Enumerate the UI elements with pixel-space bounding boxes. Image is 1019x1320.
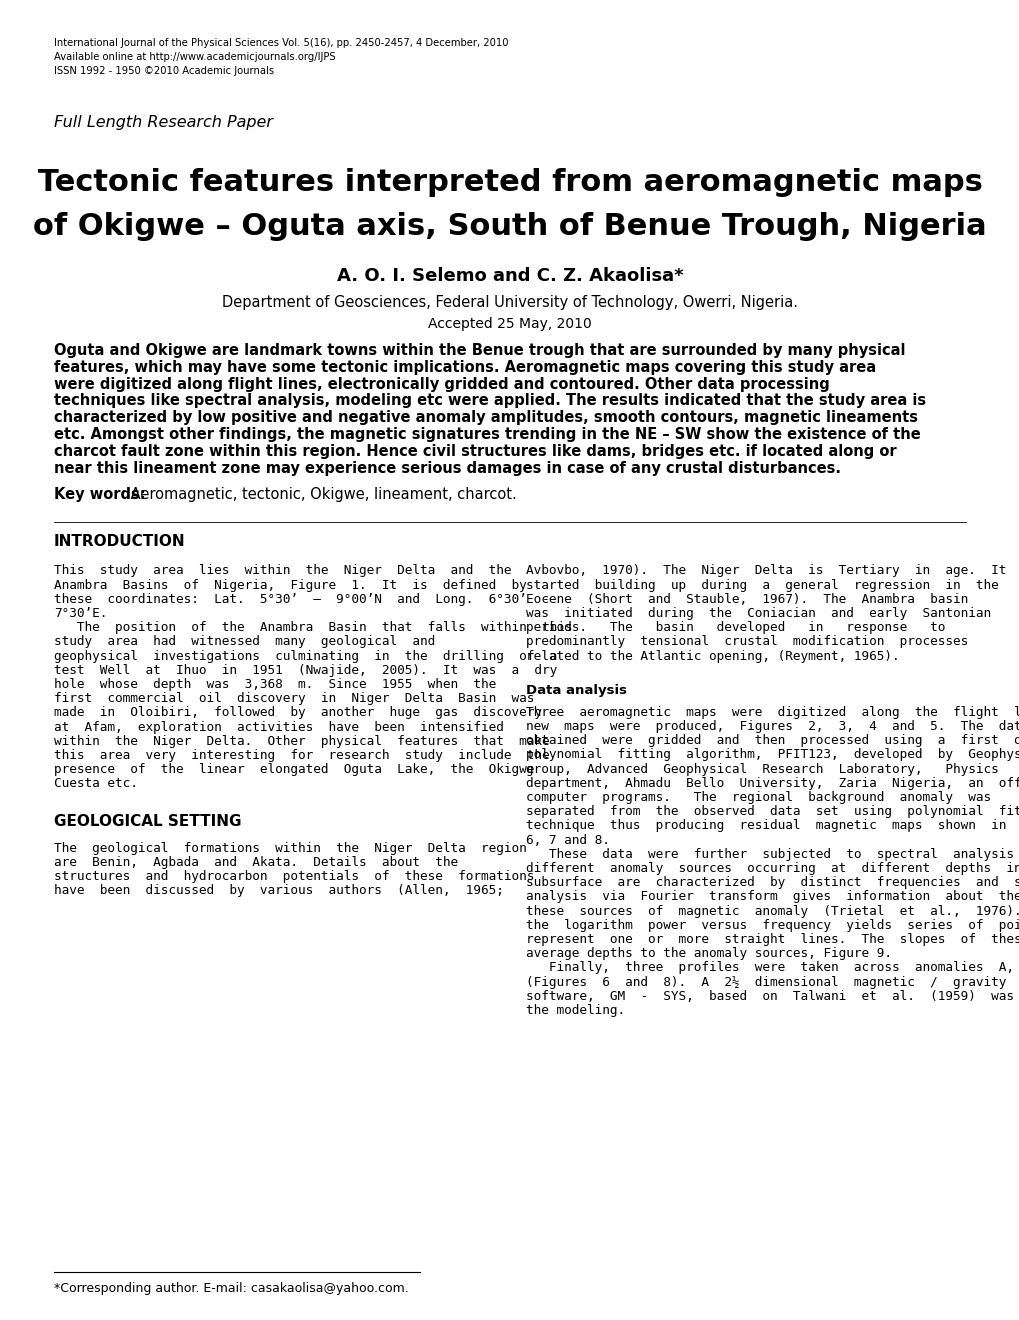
- Text: Accepted 25 May, 2010: Accepted 25 May, 2010: [428, 317, 591, 331]
- Text: Cuesta etc.: Cuesta etc.: [54, 777, 138, 791]
- Text: Aeromagnetic, tectonic, Okigwe, lineament, charcot.: Aeromagnetic, tectonic, Okigwe, lineamen…: [126, 487, 517, 503]
- Text: charcot fault zone within this region. Hence civil structures like dams, bridges: charcot fault zone within this region. H…: [54, 444, 896, 459]
- Text: Finally,  three  profiles  were  taken  across  anomalies  A,  B  and  C: Finally, three profiles were taken acros…: [526, 961, 1019, 974]
- Text: characterized by low positive and negative anomaly amplitudes, smooth contours, : characterized by low positive and negati…: [54, 411, 917, 425]
- Text: related to the Atlantic opening, (Reyment, 1965).: related to the Atlantic opening, (Reymen…: [526, 649, 899, 663]
- Text: Tectonic features interpreted from aeromagnetic maps: Tectonic features interpreted from aerom…: [38, 168, 981, 197]
- Text: separated  from  the  observed  data  set  using  polynomial  fitting: separated from the observed data set usi…: [526, 805, 1019, 818]
- Text: This  study  area  lies  within  the  Niger  Delta  and  the: This study area lies within the Niger De…: [54, 565, 511, 577]
- Text: the modeling.: the modeling.: [526, 1005, 625, 1016]
- Text: polynomial  fitting  algorithm,  PFIT123,  developed  by  Geophysics: polynomial fitting algorithm, PFIT123, d…: [526, 748, 1019, 762]
- Text: *Corresponding author. E-mail: casakaolisa@yahoo.com.: *Corresponding author. E-mail: casakaoli…: [54, 1282, 409, 1295]
- Text: the  logarithm  power  versus  frequency  yields  series  of  points,  which: the logarithm power versus frequency yie…: [526, 919, 1019, 932]
- Text: GEOLOGICAL SETTING: GEOLOGICAL SETTING: [54, 813, 242, 829]
- Text: test  Well  at  Ihuo  in  1951  (Nwajide,  2005).  It  was  a  dry: test Well at Ihuo in 1951 (Nwajide, 2005…: [54, 664, 556, 677]
- Text: Department of Geosciences, Federal University of Technology, Owerri, Nigeria.: Department of Geosciences, Federal Unive…: [222, 294, 797, 310]
- Text: this  area  very  interesting  for  research  study  include  the: this area very interesting for research …: [54, 748, 549, 762]
- Text: started  building  up  during  a  general  regression  in  the: started building up during a general reg…: [526, 578, 998, 591]
- Text: are  Benin,  Agbada  and  Akata.  Details  about  the: are Benin, Agbada and Akata. Details abo…: [54, 855, 458, 869]
- Text: Full Length Research Paper: Full Length Research Paper: [54, 115, 273, 129]
- Text: Three  aeromagnetic  maps  were  digitized  along  the  flight  line  and: Three aeromagnetic maps were digitized a…: [526, 706, 1019, 719]
- Text: etc. Amongst other findings, the magnetic signatures trending in the NE – SW sho: etc. Amongst other findings, the magneti…: [54, 426, 920, 442]
- Text: new  maps  were  produced,  Figures  2,  3,  4  and  5.  The  data  sets: new maps were produced, Figures 2, 3, 4 …: [526, 719, 1019, 733]
- Text: The  geological  formations  within  the  Niger  Delta  region: The geological formations within the Nig…: [54, 842, 526, 854]
- Text: computer  programs.   The  regional  background  anomaly  was: computer programs. The regional backgrou…: [526, 791, 990, 804]
- Text: first  commercial  oil  discovery  in  Niger  Delta  Basin  was: first commercial oil discovery in Niger …: [54, 692, 534, 705]
- Text: structures  and  hydrocarbon  potentials  of  these  formations: structures and hydrocarbon potentials of…: [54, 870, 534, 883]
- Text: of Okigwe – Oguta axis, South of Benue Trough, Nigeria: of Okigwe – Oguta axis, South of Benue T…: [34, 213, 985, 242]
- Text: (Figures  6  and  8).  A  2½  dimensional  magnetic  /  gravity  modeling: (Figures 6 and 8). A 2½ dimensional magn…: [526, 975, 1019, 989]
- Text: made  in  Oloibiri,  followed  by  another  huge  gas  discovery: made in Oloibiri, followed by another hu…: [54, 706, 541, 719]
- Text: department,  Ahmadu  Bello  University,  Zaria  Nigeria,  an  off  the  shelf: department, Ahmadu Bello University, Zar…: [526, 776, 1019, 789]
- Text: periods.   The   basin   developed   in   response   to: periods. The basin developed in response…: [526, 622, 945, 634]
- Text: The  position  of  the  Anambra  Basin  that  falls  within  this: The position of the Anambra Basin that f…: [54, 622, 572, 634]
- Text: Key words:: Key words:: [54, 487, 146, 503]
- Text: A. O. I. Selemo and C. Z. Akaolisa*: A. O. I. Selemo and C. Z. Akaolisa*: [336, 267, 683, 285]
- Text: different  anomaly  sources  occurring  at  different  depths  in  the: different anomaly sources occurring at d…: [526, 862, 1019, 875]
- Text: have  been  discussed  by  various  authors  (Allen,  1965;: have been discussed by various authors (…: [54, 884, 503, 898]
- Text: average depths to the anomaly sources, Figure 9.: average depths to the anomaly sources, F…: [526, 948, 892, 960]
- Text: Oguta and Okigwe are landmark towns within the Benue trough that are surrounded : Oguta and Okigwe are landmark towns with…: [54, 343, 905, 358]
- Text: INTRODUCTION: INTRODUCTION: [54, 535, 185, 549]
- Text: ISSN 1992 - 1950 ©2010 Academic Journals: ISSN 1992 - 1950 ©2010 Academic Journals: [54, 66, 274, 77]
- Text: hole  whose  depth  was  3,368  m.  Since  1955  when  the: hole whose depth was 3,368 m. Since 1955…: [54, 678, 496, 690]
- Text: These  data  were  further  subjected  to  spectral  analysis  because: These data were further subjected to spe…: [526, 847, 1019, 861]
- Text: were digitized along flight lines, electronically gridded and contoured. Other d: were digitized along flight lines, elect…: [54, 376, 828, 392]
- Text: represent  one  or  more  straight  lines.  The  slopes  of  these  lines  give: represent one or more straight lines. Th…: [526, 933, 1019, 946]
- Text: subsurface  are  characterized  by  distinct  frequencies  and  spectral: subsurface are characterized by distinct…: [526, 876, 1019, 890]
- Text: features, which may have some tectonic implications. Aeromagnetic maps covering : features, which may have some tectonic i…: [54, 360, 875, 375]
- Text: within  the  Niger  Delta.  Other  physical  features  that  make: within the Niger Delta. Other physical f…: [54, 735, 549, 748]
- Text: 7°30’E.: 7°30’E.: [54, 607, 107, 620]
- Text: group,  Advanced  Geophysical  Research  Laboratory,   Physics: group, Advanced Geophysical Research Lab…: [526, 763, 998, 776]
- Text: predominantly  tensional  crustal  modification  processes: predominantly tensional crustal modifica…: [526, 635, 967, 648]
- Text: at  Afam,  exploration  activities  have  been  intensified: at Afam, exploration activities have bee…: [54, 721, 503, 734]
- Text: Available online at http://www.academicjournals.org/IJPS: Available online at http://www.academicj…: [54, 51, 335, 62]
- Text: these  coordinates:  Lat.  5°30’  –  9°00’N  and  Long.  6°30’  -: these coordinates: Lat. 5°30’ – 9°00’N a…: [54, 593, 549, 606]
- Text: near this lineament zone may experience serious damages in case of any crustal d: near this lineament zone may experience …: [54, 461, 841, 475]
- Text: was  initiated  during  the  Coniacian  and  early  Santonian: was initiated during the Coniacian and e…: [526, 607, 990, 620]
- Text: analysis  via  Fourier  transform  gives  information  about  the  depth  to: analysis via Fourier transform gives inf…: [526, 891, 1019, 903]
- Text: study  area  had  witnessed  many  geological  and: study area had witnessed many geological…: [54, 635, 435, 648]
- Text: techniques like spectral analysis, modeling etc were applied. The results indica: techniques like spectral analysis, model…: [54, 393, 925, 408]
- Text: International Journal of the Physical Sciences Vol. 5(16), pp. 2450-2457, 4 Dece: International Journal of the Physical Sc…: [54, 38, 508, 48]
- Text: Anambra  Basins  of  Nigeria,  Figure  1.  It  is  defined  by: Anambra Basins of Nigeria, Figure 1. It …: [54, 578, 526, 591]
- Text: software,  GM  -  SYS,  based  on  Talwani  et  al.  (1959)  was  used  for: software, GM - SYS, based on Talwani et …: [526, 990, 1019, 1003]
- Text: these  sources  of  magnetic  anomaly  (Trietal  et  al.,  1976).  A  plot  of: these sources of magnetic anomaly (Triet…: [526, 904, 1019, 917]
- Text: obtained  were  gridded  and  then  processed  using  a  first  order: obtained were gridded and then processed…: [526, 734, 1019, 747]
- Text: presence  of  the  linear  elongated  Oguta  Lake,  the  Okigwe: presence of the linear elongated Oguta L…: [54, 763, 534, 776]
- Text: Data analysis: Data analysis: [526, 684, 627, 697]
- Text: 6, 7 and 8.: 6, 7 and 8.: [526, 834, 609, 846]
- Text: geophysical  investigations  culminating  in  the  drilling  of  a: geophysical investigations culminating i…: [54, 649, 556, 663]
- Text: Avbovbo,  1970).  The  Niger  Delta  is  Tertiary  in  age.  It: Avbovbo, 1970). The Niger Delta is Terti…: [526, 565, 1006, 577]
- Text: technique  thus  producing  residual  magnetic  maps  shown  in  Figures: technique thus producing residual magnet…: [526, 820, 1019, 833]
- Text: Eocene  (Short  and  Stauble,  1967).  The  Anambra  basin: Eocene (Short and Stauble, 1967). The An…: [526, 593, 967, 606]
